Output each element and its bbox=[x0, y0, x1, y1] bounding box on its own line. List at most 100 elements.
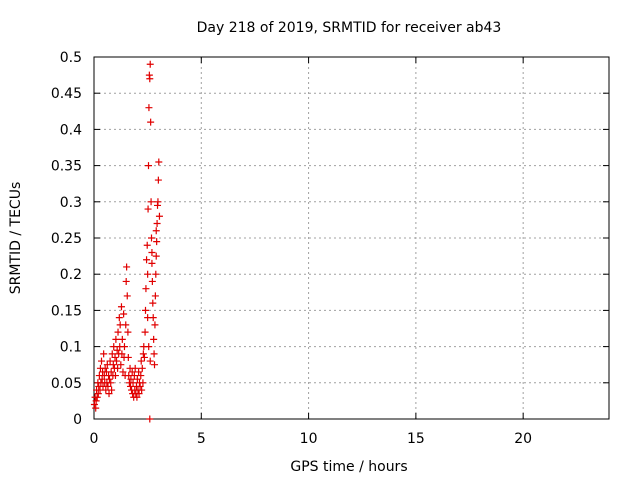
data-point bbox=[113, 346, 121, 354]
data-point bbox=[114, 328, 122, 336]
data-point bbox=[146, 357, 154, 365]
data-point bbox=[135, 390, 143, 398]
grid-lines bbox=[94, 57, 609, 419]
y-tick-label: 0.4 bbox=[60, 122, 82, 138]
data-point bbox=[90, 401, 98, 409]
data-point bbox=[104, 382, 112, 390]
data-point bbox=[144, 270, 152, 278]
data-point bbox=[150, 335, 158, 343]
data-point bbox=[146, 75, 154, 83]
data-point bbox=[152, 252, 160, 260]
data-point bbox=[108, 386, 116, 394]
data-point bbox=[128, 368, 136, 376]
data-point bbox=[145, 162, 153, 170]
data-point bbox=[118, 350, 126, 358]
data-point bbox=[108, 350, 116, 358]
x-tick-label: 20 bbox=[514, 431, 532, 447]
data-point bbox=[124, 328, 132, 336]
data-point bbox=[131, 364, 139, 372]
y-tick-label: 0.3 bbox=[60, 195, 82, 211]
plot-area-border bbox=[93, 56, 610, 420]
data-point bbox=[109, 361, 117, 369]
data-point bbox=[155, 212, 163, 220]
data-point bbox=[136, 382, 144, 390]
data-point bbox=[92, 397, 100, 405]
data-point bbox=[141, 328, 149, 336]
data-point bbox=[138, 386, 146, 394]
x-tick-label: 0 bbox=[90, 431, 99, 447]
data-point bbox=[129, 379, 137, 387]
data-point bbox=[151, 292, 159, 300]
data-point bbox=[140, 353, 148, 361]
data-point bbox=[135, 368, 143, 376]
data-point bbox=[139, 379, 147, 387]
data-point bbox=[148, 259, 156, 267]
axis-ticks bbox=[93, 56, 609, 420]
chart-title: Day 218 of 2019, SRMTID for receiver ab4… bbox=[197, 20, 502, 36]
data-points bbox=[90, 60, 163, 423]
data-point bbox=[146, 60, 154, 68]
y-tick-label: 0.45 bbox=[51, 86, 82, 102]
data-point bbox=[150, 350, 158, 358]
data-point bbox=[111, 372, 119, 380]
data-point bbox=[151, 361, 159, 369]
data-point bbox=[117, 303, 125, 311]
data-point bbox=[143, 241, 151, 249]
data-point bbox=[98, 357, 106, 365]
data-point bbox=[145, 104, 153, 112]
data-point bbox=[147, 118, 155, 126]
data-point bbox=[98, 375, 106, 383]
y-tick-label: 0.1 bbox=[60, 340, 82, 356]
data-point bbox=[119, 368, 127, 376]
data-point bbox=[123, 292, 131, 300]
data-point bbox=[154, 198, 162, 206]
data-point bbox=[133, 375, 141, 383]
data-point bbox=[114, 364, 122, 372]
data-point bbox=[146, 415, 154, 423]
data-point bbox=[133, 393, 141, 401]
y-tick-label: 0.25 bbox=[51, 231, 82, 247]
data-point bbox=[127, 375, 135, 383]
data-point bbox=[93, 393, 101, 401]
data-point bbox=[139, 350, 147, 358]
data-point bbox=[107, 379, 115, 387]
y-tick-label: 0.15 bbox=[51, 303, 82, 319]
x-tick-labels: 0 5 10 15 20 bbox=[90, 431, 533, 447]
y-tick-label: 0 bbox=[73, 412, 82, 428]
y-tick-label: 0.05 bbox=[51, 376, 82, 392]
x-axis-label: GPS time / hours bbox=[290, 459, 407, 475]
data-point bbox=[138, 364, 146, 372]
y-axis-label: SRMTID / TECUs bbox=[8, 182, 24, 295]
data-point bbox=[130, 372, 138, 380]
data-point bbox=[100, 350, 108, 358]
data-point bbox=[122, 321, 130, 329]
data-point bbox=[149, 299, 157, 307]
data-point bbox=[106, 357, 114, 365]
data-point bbox=[144, 314, 152, 322]
data-point bbox=[154, 176, 162, 184]
data-point bbox=[92, 404, 100, 412]
y-tick-labels: 0 0.05 0.1 0.15 0.2 0.25 0.3 0.35 0.4 0.45 0.5 bbox=[51, 50, 82, 428]
x-tick-label: 5 bbox=[197, 431, 206, 447]
data-point bbox=[105, 390, 113, 398]
data-point bbox=[110, 343, 118, 351]
data-point bbox=[137, 372, 145, 380]
data-point bbox=[143, 256, 151, 264]
data-point bbox=[101, 364, 109, 372]
data-point bbox=[142, 306, 149, 314]
data-point bbox=[152, 227, 160, 235]
data-point bbox=[137, 357, 145, 365]
data-point bbox=[142, 285, 150, 293]
data-point bbox=[151, 321, 159, 329]
data-point bbox=[148, 234, 156, 242]
data-point bbox=[111, 353, 119, 361]
data-point bbox=[120, 343, 128, 351]
data-point bbox=[122, 277, 130, 285]
data-point bbox=[112, 335, 120, 343]
data-point bbox=[113, 357, 121, 365]
data-point bbox=[94, 390, 102, 398]
data-point bbox=[145, 343, 153, 351]
data-point bbox=[144, 205, 152, 213]
x-tick-label: 10 bbox=[300, 431, 318, 447]
data-point bbox=[103, 361, 111, 369]
